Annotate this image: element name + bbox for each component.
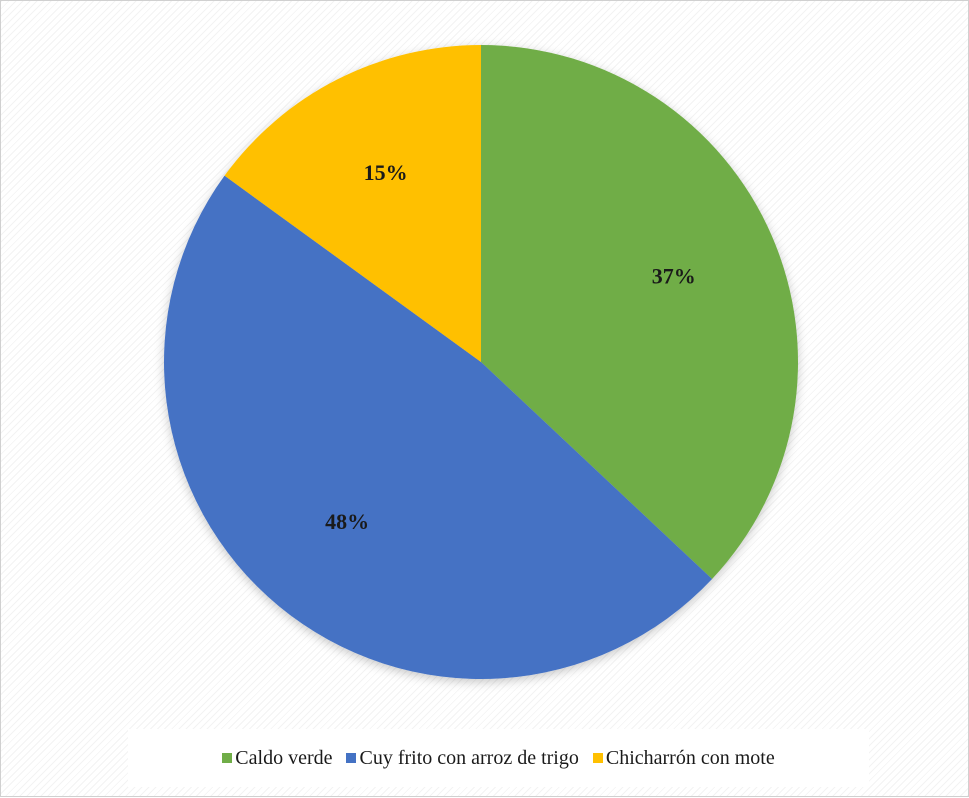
legend: Caldo verde Cuy frito con arroz de trigo… bbox=[128, 729, 869, 787]
legend-item: Chicharrón con mote bbox=[592, 746, 775, 770]
data-label: 37% bbox=[652, 264, 696, 289]
legend-item: Caldo verde bbox=[222, 747, 332, 770]
pie-slice-2 bbox=[163, 175, 713, 680]
data-label: 15% bbox=[364, 160, 408, 185]
legend-swatch-caldo-verde bbox=[222, 753, 233, 763]
legend-swatch-chicharron bbox=[592, 753, 603, 763]
pie-slice-1 bbox=[481, 45, 799, 580]
legend-label: Caldo verde bbox=[235, 746, 333, 769]
legend-swatch-cuy-frito bbox=[346, 753, 357, 763]
legend-label: Chicharrón con mote bbox=[605, 746, 775, 769]
data-label: 48% bbox=[325, 509, 369, 534]
legend-item: Cuy frito con arroz de trigo bbox=[346, 746, 579, 770]
legend-label: Cuy frito con arroz de trigo bbox=[359, 746, 579, 769]
pie-slice-3 bbox=[224, 45, 481, 362]
